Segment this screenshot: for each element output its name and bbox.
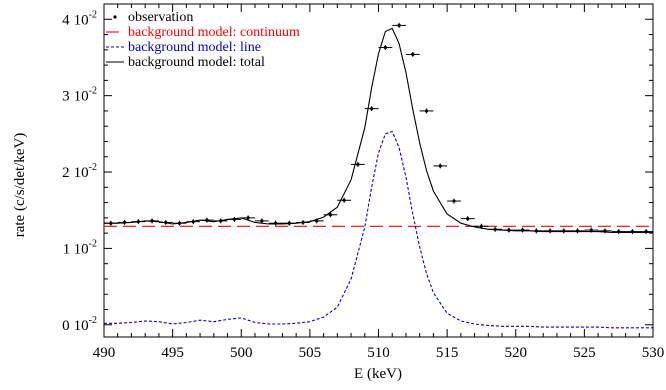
observation-point	[438, 164, 442, 168]
observation-point	[479, 224, 484, 228]
observation-point	[548, 229, 552, 233]
x-tick-label: 525	[573, 345, 596, 361]
observation-point	[328, 213, 333, 217]
y-tick-mantissa: 3	[62, 89, 70, 105]
y-tick-label: 4 10-2	[62, 9, 97, 28]
y-tick-exponent: -2	[89, 315, 97, 326]
y-tick-exponent: -2	[89, 162, 97, 173]
series-line-dotted	[104, 130, 653, 329]
y-tick-exponent: -2	[89, 238, 97, 249]
observation-point	[150, 219, 154, 223]
x-tick-label: 495	[161, 345, 184, 361]
series-layer	[104, 22, 653, 329]
observation-point	[246, 216, 250, 220]
observation-point	[342, 198, 346, 202]
observation-point	[315, 219, 319, 223]
x-tick-label: 520	[505, 345, 528, 361]
y-tick-base: 10	[74, 241, 89, 257]
observation-point	[205, 218, 209, 222]
x-axis-label: E (keV)	[354, 366, 402, 382]
observation-point	[617, 230, 621, 234]
y-tick-label: 1 10-2	[63, 238, 97, 257]
x-tick-label: 505	[299, 345, 322, 361]
observation-point	[273, 221, 278, 225]
observation-point	[219, 219, 223, 223]
y-tick-exponent: -2	[89, 9, 97, 20]
observation-point	[397, 23, 401, 27]
x-tick-label: 510	[367, 345, 390, 361]
y-tick-base: 10	[74, 165, 89, 181]
observation-point	[287, 221, 291, 225]
y-tick-base: 10	[74, 89, 89, 105]
observation-point	[356, 162, 360, 166]
y-tick-label: 2 10-2	[62, 162, 97, 181]
observation-point	[411, 52, 415, 57]
legend-marker-point	[113, 15, 117, 19]
observation-point	[109, 221, 113, 225]
x-tick-label: 490	[93, 345, 116, 361]
observation-point	[521, 228, 525, 232]
observation-point	[122, 220, 127, 225]
x-tick-label: 530	[642, 345, 665, 361]
legend-label: background model: total	[128, 55, 265, 70]
observation-point	[466, 217, 470, 221]
y-tick-mantissa: 1	[63, 241, 70, 257]
observation-point	[562, 229, 566, 233]
y-tick-exponent: -2	[89, 86, 97, 97]
y-axis-label: rate (c/s/det/keV)	[12, 133, 28, 238]
observation-point	[383, 45, 387, 50]
y-tick-mantissa: 4	[62, 12, 70, 28]
legend-label: background model: line	[128, 40, 261, 55]
observation-point	[424, 109, 429, 113]
observation-point	[630, 230, 635, 234]
y-tick-label: 3 10-2	[62, 86, 97, 105]
observation-point	[191, 220, 195, 224]
legend-label: observation	[128, 10, 193, 25]
observation-point	[177, 221, 182, 225]
x-tick-label: 515	[436, 345, 459, 361]
observation-point	[370, 107, 374, 111]
y-tick-mantissa: 0	[62, 318, 70, 334]
observation-point	[575, 229, 580, 233]
y-tick-mantissa: 2	[62, 165, 70, 181]
observation-point	[589, 228, 593, 232]
x-tick-label: 500	[230, 345, 253, 361]
y-tick-label: 0 10-2	[62, 315, 97, 334]
observation-point	[603, 229, 607, 233]
legend-label: background model: continuum	[128, 25, 300, 40]
observation-point	[507, 228, 511, 232]
y-tick-base: 10	[74, 318, 89, 334]
observation-point	[493, 227, 497, 231]
observation-point	[644, 230, 648, 234]
y-tick-base: 10	[74, 12, 89, 28]
observation-point	[534, 229, 538, 233]
observation-point	[232, 217, 236, 221]
observation-point	[136, 220, 140, 224]
observation-point	[260, 219, 264, 223]
observation-point	[301, 220, 305, 225]
observation-point	[452, 199, 456, 203]
observation-point	[164, 220, 168, 225]
